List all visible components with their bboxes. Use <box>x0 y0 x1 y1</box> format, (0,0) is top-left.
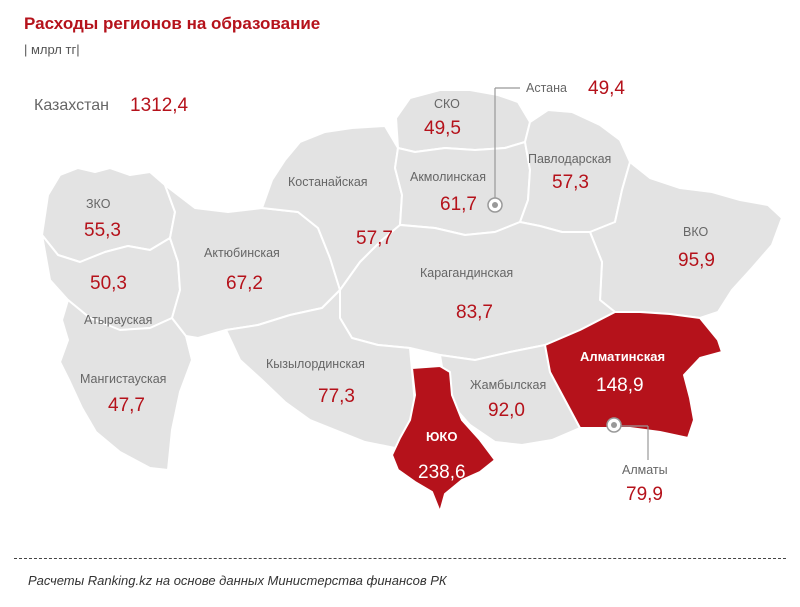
label-almaty-name: Алматы <box>622 463 668 477</box>
label-kostanay-value: 57,7 <box>356 228 393 249</box>
kazakhstan-map: ЗКО 55,3 50,3 Атырауская Мангистауская 4… <box>41 78 783 513</box>
city-astana-marker <box>487 87 520 213</box>
label-vko-value: 95,9 <box>678 250 715 271</box>
region-akmola <box>394 141 531 236</box>
label-zko-value: 55,3 <box>84 220 121 241</box>
region-mangistau <box>59 299 193 471</box>
region-pavlodar <box>519 109 631 233</box>
total-label: Казахстан <box>34 97 109 114</box>
label-mangistau-value: 47,7 <box>108 395 145 416</box>
label-sko-value: 49,5 <box>424 118 461 139</box>
label-astana-name: Астана <box>526 81 567 95</box>
footer-divider <box>14 558 786 559</box>
label-karaganda-value: 83,7 <box>456 302 493 323</box>
label-akmola-name: Акмолинская <box>410 170 486 184</box>
label-sko-name: СКО <box>434 97 460 111</box>
label-mangistau-name: Мангистауская <box>80 372 166 386</box>
label-zko-name: ЗКО <box>86 197 111 211</box>
label-kostanay-name: Костанайская <box>288 175 368 189</box>
label-kyzylorda-name: Кызылординская <box>266 357 365 371</box>
label-almaty-value: 79,9 <box>626 484 663 505</box>
total-value: 1312,4 <box>130 95 189 116</box>
label-zhambyl-name: Жамбылская <box>470 378 546 392</box>
label-aktobe-value: 67,2 <box>226 273 263 294</box>
label-yuko-value: 238,6 <box>418 462 466 483</box>
source-note: Расчеты Ranking.kz на основе данных Мини… <box>28 573 447 588</box>
label-vko-name: ВКО <box>683 225 708 239</box>
label-pavlodar-name: Павлодарская <box>528 152 611 166</box>
label-atyrau-value: 50,3 <box>90 273 127 294</box>
label-yuko-name: ЮКО <box>426 429 457 444</box>
label-karaganda-name: Карагандинская <box>420 266 513 280</box>
city-almaty-marker <box>606 417 649 460</box>
label-kyzylorda-value: 77,3 <box>318 386 355 407</box>
label-astana-value: 49,4 <box>588 78 625 99</box>
units-label: | млрл тг| <box>24 42 80 57</box>
region-yuko <box>391 365 496 513</box>
label-almaty-region-value: 148,9 <box>596 375 644 396</box>
region-sko <box>395 89 531 153</box>
region-almaty-region <box>544 311 723 439</box>
label-pavlodar-value: 57,3 <box>552 172 589 193</box>
label-akmola-value: 61,7 <box>440 194 477 215</box>
label-aktobe-name: Актюбинская <box>204 246 280 260</box>
label-almaty-region-name: Алматинская <box>580 349 665 364</box>
label-atyrau-name: Атырауская <box>84 313 152 327</box>
label-zhambyl-value: 92,0 <box>488 400 525 421</box>
chart-title: Расходы регионов на образование <box>24 14 321 33</box>
